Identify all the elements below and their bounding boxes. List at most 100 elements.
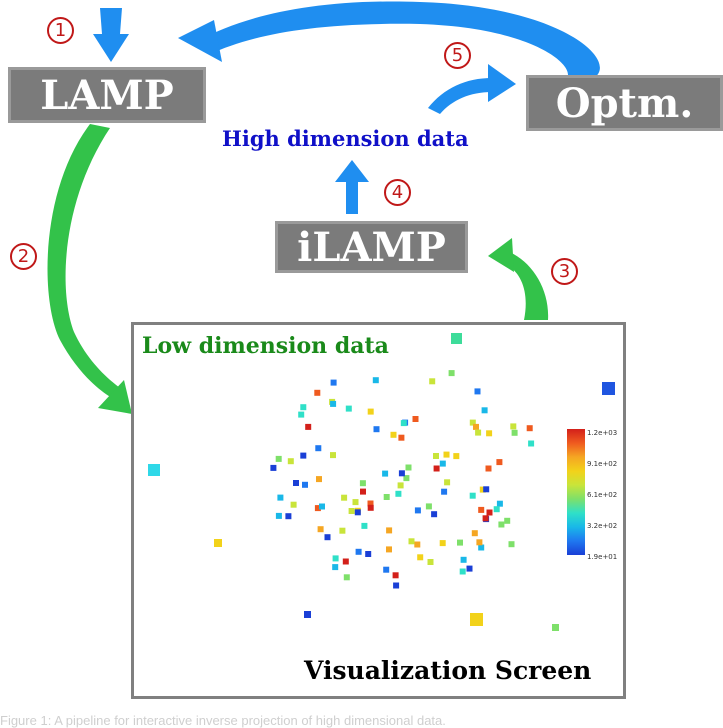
scatter-point [302, 481, 308, 488]
scatter-plot: 1.2e+03 9.1e+02 6.1e+02 3.2e+02 1.9e+01 [148, 333, 617, 631]
scatter-point [270, 464, 277, 471]
figure-caption: Figure 1: A pipeline for interactive inv… [0, 713, 446, 728]
scatter-point [319, 503, 325, 510]
scatter-point [372, 377, 379, 384]
visualization-screen: 1.2e+03 9.1e+02 6.1e+02 3.2e+02 1.9e+01 [131, 322, 626, 699]
scatter-point [478, 506, 485, 513]
colorbar-tick-label: 1.9e+01 [587, 553, 617, 561]
scatter-point [476, 539, 483, 546]
scatter-outlier [451, 333, 462, 344]
colorbar-tick-label: 1.2e+03 [587, 429, 617, 437]
scatter-point [479, 486, 486, 493]
scatter-point [475, 429, 482, 436]
scatter-point [290, 501, 297, 508]
scatter-point [275, 512, 282, 519]
scatter-point [417, 554, 424, 561]
scatter-point [508, 541, 515, 548]
scatter-point [330, 400, 337, 407]
scatter-point [483, 486, 490, 493]
scatter-point [427, 559, 434, 565]
scatter-point [526, 425, 533, 432]
scatter-point [367, 504, 374, 511]
arrow-2-green [47, 124, 120, 398]
scatter-point [433, 465, 440, 472]
scatter-point [457, 539, 463, 546]
scatter-point [395, 490, 402, 497]
scatter-point [444, 479, 451, 486]
arrow-2-head [98, 380, 132, 414]
arrow-optm-to-lamp [200, 1, 600, 80]
scatter-point [441, 488, 448, 495]
scatter-point [482, 515, 489, 522]
scatter-point [343, 574, 350, 581]
arrow-3-head [488, 238, 514, 272]
scatter-outlier [470, 613, 483, 626]
scatter-point [298, 411, 305, 418]
scatter-point [469, 419, 476, 426]
scatter-point [275, 455, 282, 462]
scatter-point [473, 423, 479, 430]
scatter-point [459, 568, 466, 575]
step-2-badge: 2 [10, 243, 37, 270]
scatter-point [342, 558, 349, 565]
scatter-point [528, 440, 535, 447]
scatter-point [300, 404, 307, 411]
scatter-point [474, 388, 481, 395]
visualization-screen-label: Visualization Screen [304, 656, 592, 685]
scatter-point [352, 499, 359, 506]
scatter-point [293, 480, 299, 486]
scatter-point [414, 507, 421, 514]
scatter-point [439, 460, 446, 467]
scatter-point [425, 503, 432, 510]
scatter-point [390, 431, 397, 438]
low-dimension-label: Low dimension data [142, 333, 389, 359]
scatter-point [383, 494, 390, 500]
scatter-point [341, 494, 348, 501]
scatter-point [355, 548, 362, 555]
scatter-point [496, 500, 503, 507]
scatter-outlier [602, 382, 615, 395]
scatter-point [443, 451, 450, 458]
scatter-point [453, 453, 460, 460]
scatter-point [478, 544, 485, 551]
scatter-point [433, 453, 439, 459]
scatter-point [469, 492, 476, 499]
scatter-point [429, 378, 436, 385]
scatter-point [314, 389, 321, 396]
scatter-outlier [214, 539, 222, 547]
scatter-point [324, 534, 331, 541]
scatter-point [398, 434, 405, 441]
scatter-point [408, 538, 415, 545]
arrow-optm-to-lamp-head [178, 20, 222, 62]
scatter-point [431, 511, 438, 518]
scatter-point [365, 551, 372, 557]
scatter-point [386, 527, 393, 534]
step-4-badge: 4 [384, 179, 411, 206]
scatter-point [466, 565, 473, 572]
scatter-point [348, 508, 355, 514]
scatter-point [400, 420, 407, 427]
colorbar-tick-label: 9.1e+02 [587, 460, 617, 468]
scatter-outlier [552, 624, 559, 631]
scatter-point [403, 475, 410, 482]
scatter-point [316, 476, 322, 483]
scatter-point [397, 482, 404, 489]
scatter-point [486, 430, 493, 437]
lamp-box: LAMP [8, 67, 206, 123]
arrow-1-blue [93, 8, 129, 62]
scatter-point [511, 429, 518, 436]
colorbar-tick-label: 6.1e+02 [587, 491, 617, 499]
scatter-point [345, 405, 352, 412]
arrow-5-blue [428, 78, 492, 114]
scatter-point [367, 408, 374, 415]
scatter-point [504, 517, 511, 524]
scatter-point [496, 459, 503, 466]
scatter-point [330, 379, 337, 386]
scatter-point [332, 555, 339, 562]
scatter-point [493, 506, 500, 513]
scatter-point [332, 564, 339, 571]
scatter-point [386, 546, 392, 553]
scatter-point [383, 566, 390, 573]
scatter-point [412, 416, 419, 422]
scatter-point [361, 522, 368, 529]
